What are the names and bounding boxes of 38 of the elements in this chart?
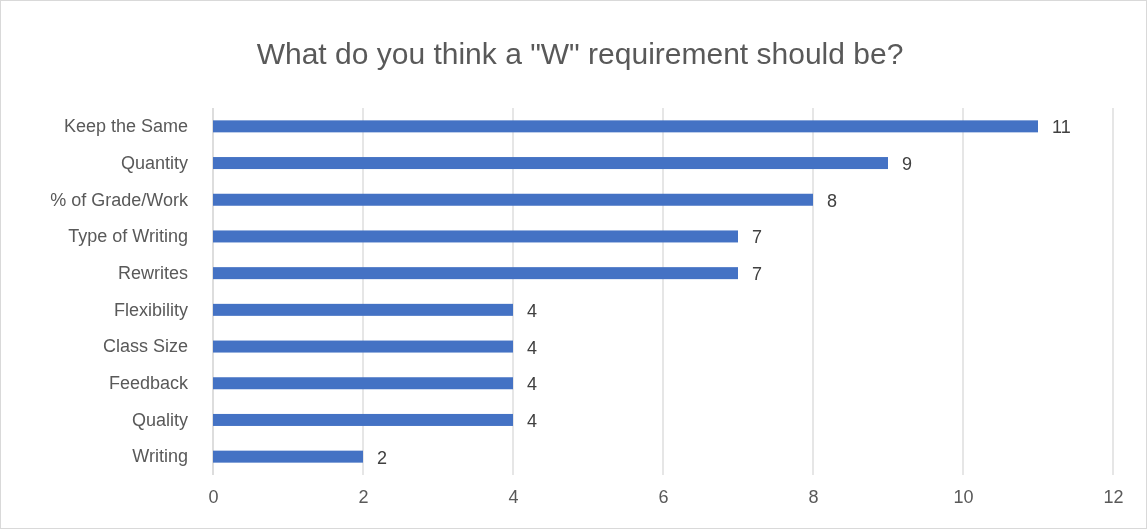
bar bbox=[213, 193, 813, 206]
y-tick-label: Quantity bbox=[120, 152, 188, 173]
x-tick-label: 10 bbox=[953, 486, 974, 507]
y-tick-label: Writing bbox=[132, 446, 188, 467]
data-label: 8 bbox=[827, 190, 838, 211]
data-label: 4 bbox=[527, 300, 538, 321]
x-tick-label: 0 bbox=[208, 486, 219, 507]
y-tick-label: Flexibility bbox=[113, 299, 188, 320]
y-tick-label: Type of Writing bbox=[68, 226, 188, 247]
data-label: 7 bbox=[752, 264, 763, 285]
data-label: 7 bbox=[752, 227, 763, 248]
bar bbox=[213, 450, 363, 463]
y-tick-label: Feedback bbox=[108, 373, 189, 394]
bar bbox=[213, 340, 513, 353]
bar bbox=[213, 230, 738, 243]
x-tick-label: 4 bbox=[508, 486, 519, 507]
data-label: 11 bbox=[1052, 117, 1071, 138]
y-tick-label: % of Grade/Work bbox=[50, 189, 189, 210]
x-tick-label: 8 bbox=[808, 486, 819, 507]
y-tick-label: Rewrites bbox=[117, 262, 188, 283]
bar bbox=[213, 303, 513, 316]
data-label: 4 bbox=[527, 410, 538, 431]
bar bbox=[213, 413, 513, 426]
y-tick-label: Quality bbox=[131, 409, 188, 430]
data-label: 9 bbox=[902, 154, 913, 175]
x-tick-label: 2 bbox=[358, 486, 369, 507]
bar bbox=[213, 157, 888, 170]
bar bbox=[213, 120, 1038, 133]
chart-title: What do you think a "W" requirement should be? bbox=[256, 37, 904, 70]
data-label: 2 bbox=[377, 447, 388, 468]
bar bbox=[213, 267, 738, 280]
x-tick-label: 6 bbox=[658, 486, 669, 507]
data-label: 4 bbox=[527, 374, 538, 395]
bar bbox=[213, 377, 513, 390]
y-tick-label: Class Size bbox=[102, 336, 188, 357]
y-tick-label: Keep the Same bbox=[63, 116, 188, 137]
data-label: 4 bbox=[527, 337, 538, 358]
x-tick-label: 12 bbox=[1103, 486, 1124, 507]
